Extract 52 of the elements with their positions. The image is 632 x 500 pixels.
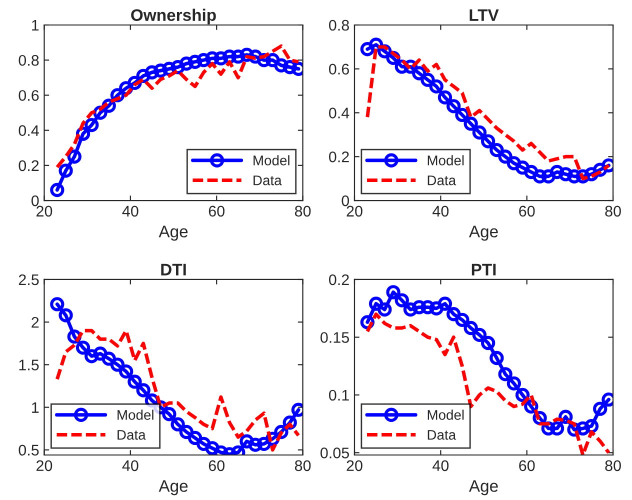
y-tick-label: 0.2 (328, 274, 349, 286)
legend-label: Data (428, 430, 456, 440)
x-axis-title: Age (468, 480, 498, 496)
y-tick-label: 0.6 (328, 64, 349, 75)
x-tick-label: 40 (432, 206, 449, 217)
y-tick-label: 0.5 (18, 444, 39, 456)
y-tick-label: 0 (31, 195, 39, 206)
chart-title: Ownership (131, 8, 216, 24)
y-tick-label: 0.2 (18, 160, 39, 172)
legend-label: Data (428, 176, 456, 186)
x-tick-label: 60 (519, 460, 535, 472)
y-tick-label: 0.4 (328, 108, 350, 118)
legend-label: Data (254, 176, 282, 186)
chart-title: PTI (472, 264, 496, 276)
legend-label: Data (118, 430, 146, 440)
x-tick-label: 80 (605, 460, 621, 472)
y-tick-label: 1 (32, 20, 39, 31)
x-tick-label: 80 (294, 206, 311, 217)
x-tick-label: 60 (208, 206, 225, 217)
legend-label: Model (428, 155, 464, 166)
y-tick-label: 0.05 (320, 448, 349, 458)
y-tick-label: 0.4 (18, 125, 39, 136)
y-tick-label: 2 (32, 316, 39, 328)
y-tick-label: 0.6 (18, 90, 39, 101)
x-tick-label: 40 (432, 460, 449, 472)
x-axis-title: Age (158, 226, 188, 241)
y-tick-label: 0.8 (328, 20, 349, 31)
legend-label: Model (118, 410, 154, 420)
chart-title: DTI (161, 264, 186, 276)
x-axis-title: Age (468, 226, 498, 241)
x-tick-label: 80 (294, 460, 311, 472)
y-tick-label: 1.5 (19, 360, 39, 370)
legend-label: Model (254, 155, 290, 166)
x-tick-label: 40 (122, 460, 138, 472)
x-tick-label: 20 (36, 460, 52, 472)
y-tick-label: 1 (32, 402, 39, 413)
x-tick-label: 20 (346, 206, 362, 217)
x-tick-label: 60 (208, 460, 225, 472)
x-tick-label: 40 (122, 206, 138, 217)
y-tick-label: 0.1 (328, 390, 349, 401)
legend-label: Model (428, 410, 464, 420)
y-tick-label: 0.8 (18, 54, 39, 66)
y-tick-label: 0 (342, 195, 350, 206)
chart-title: LTV (470, 9, 499, 21)
x-tick-label: 80 (605, 206, 621, 217)
x-axis-title: Age (158, 480, 188, 496)
y-tick-label: 0.15 (320, 332, 349, 343)
y-tick-label: 0.2 (328, 152, 349, 162)
y-tick-label: 2.5 (18, 274, 39, 286)
x-tick-label: 20 (36, 206, 52, 217)
x-tick-label: 20 (346, 460, 362, 472)
x-tick-label: 60 (519, 206, 535, 217)
